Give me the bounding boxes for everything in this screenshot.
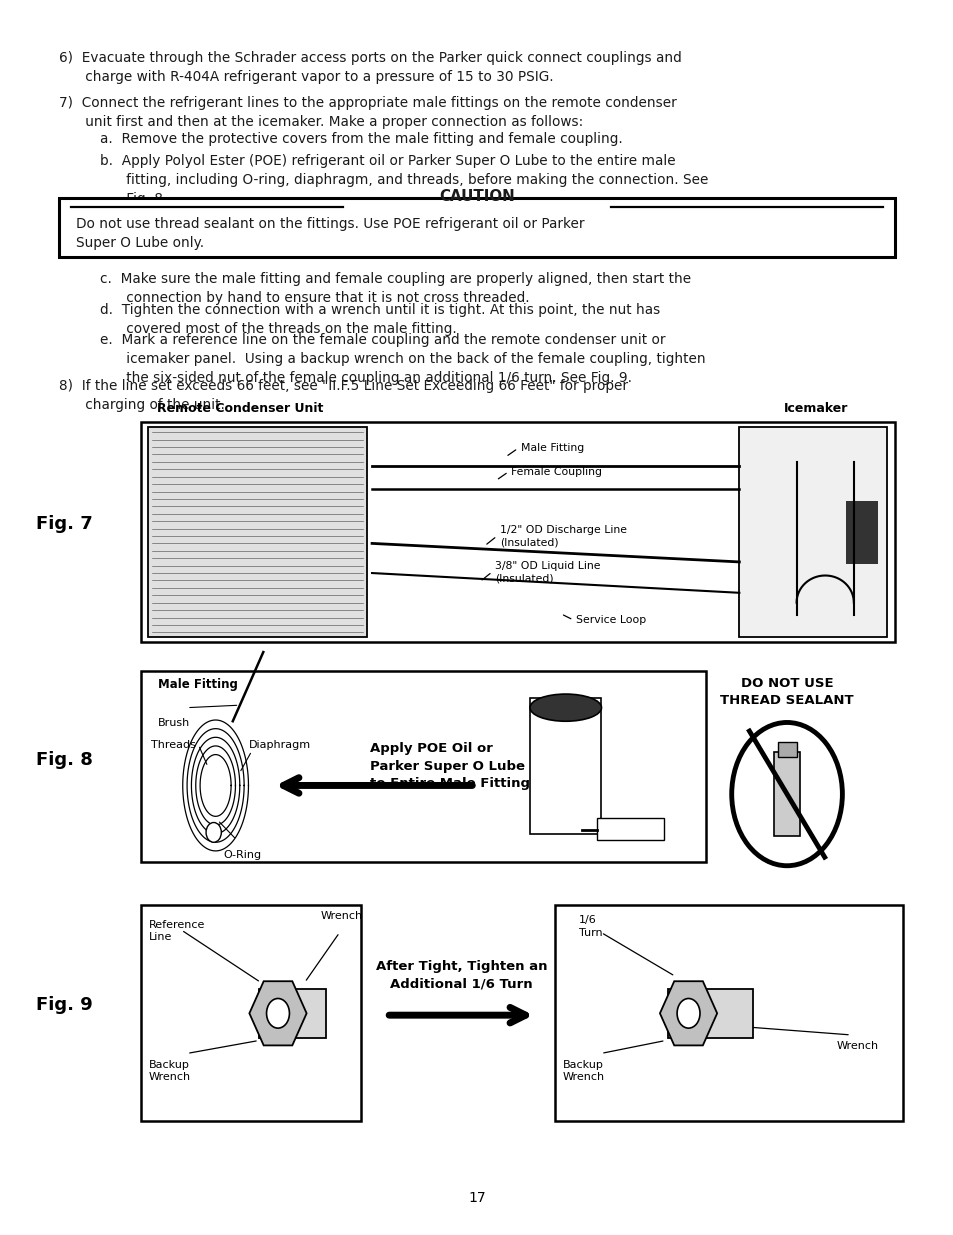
Bar <box>777 742 796 757</box>
Text: Icemaker: Icemaker <box>782 401 847 415</box>
Text: Female Coupling: Female Coupling <box>511 467 601 477</box>
Text: 1/2" OD Discharge Line
(Insulated): 1/2" OD Discharge Line (Insulated) <box>499 525 626 547</box>
Text: Backup
Wrench: Backup Wrench <box>562 1060 604 1082</box>
Text: Remote Condenser Unit: Remote Condenser Unit <box>157 401 323 415</box>
Text: O-Ring: O-Ring <box>223 850 261 860</box>
Bar <box>845 501 878 563</box>
Bar <box>773 752 800 836</box>
Circle shape <box>677 998 700 1028</box>
Text: Service Loop: Service Loop <box>576 615 646 625</box>
Circle shape <box>266 998 289 1028</box>
Bar <box>148 427 367 637</box>
Text: d.  Tighten the connection with a wrench until it is tight. At this point, the n: d. Tighten the connection with a wrench … <box>100 303 659 336</box>
Text: Do not use thread sealant on the fittings. Use POE refrigerant oil or Parker
Sup: Do not use thread sealant on the fitting… <box>76 217 584 251</box>
Text: 6)  Evacuate through the Schrader access ports on the Parker quick connect coupl: 6) Evacuate through the Schrader access … <box>59 51 681 84</box>
Text: PARKER
SUPER  O LUBE: PARKER SUPER O LUBE <box>598 824 647 834</box>
Text: Wrench: Wrench <box>320 911 362 921</box>
Bar <box>739 427 886 637</box>
Text: THREAD
SEALANT: THREAD SEALANT <box>770 779 802 789</box>
Text: 17: 17 <box>468 1191 485 1205</box>
Text: Reference
Line: Reference Line <box>149 920 205 942</box>
Text: Fig. 7: Fig. 7 <box>36 515 92 532</box>
Bar <box>667 988 753 1037</box>
Text: a.  Remove the protective covers from the male fitting and female coupling.: a. Remove the protective covers from the… <box>100 132 622 146</box>
Text: 8)  If the line set exceeds 66 feet, see "II.F.5 Line Set Exceeding 66 Feet" for: 8) If the line set exceeds 66 feet, see … <box>59 379 627 412</box>
Text: CAUTION: CAUTION <box>438 189 515 205</box>
Text: After Tight, Tighten an
Additional 1/6 Turn: After Tight, Tighten an Additional 1/6 T… <box>375 960 547 990</box>
Text: 3/8" OD Liquid Line
(Insulated): 3/8" OD Liquid Line (Insulated) <box>495 561 600 583</box>
Bar <box>529 698 600 834</box>
Bar <box>141 905 360 1121</box>
Circle shape <box>206 823 221 842</box>
Text: Male Fitting: Male Fitting <box>158 678 238 692</box>
Bar <box>555 905 902 1121</box>
Text: Diaphragm: Diaphragm <box>249 740 311 750</box>
Text: c.  Make sure the male fitting and female coupling are properly aligned, then st: c. Make sure the male fitting and female… <box>100 272 691 305</box>
Text: Brush: Brush <box>158 718 191 727</box>
Text: DO NOT USE
THREAD SEALANT: DO NOT USE THREAD SEALANT <box>720 677 853 708</box>
Text: Wrench: Wrench <box>836 1041 878 1051</box>
Text: b.  Apply Polyol Ester (POE) refrigerant oil or Parker Super O Lube to the entir: b. Apply Polyol Ester (POE) refrigerant … <box>100 154 708 206</box>
Text: Fig. 9: Fig. 9 <box>36 997 92 1014</box>
Text: Backup
Wrench: Backup Wrench <box>149 1060 191 1082</box>
Bar <box>141 671 705 862</box>
Bar <box>141 422 894 642</box>
Text: Threads: Threads <box>151 740 195 750</box>
Circle shape <box>731 722 841 866</box>
Bar <box>59 198 894 257</box>
Text: 7)  Connect the refrigerant lines to the appropriate male fittings on the remote: 7) Connect the refrigerant lines to the … <box>59 96 677 130</box>
Text: e.  Mark a reference line on the female coupling and the remote condenser unit o: e. Mark a reference line on the female c… <box>100 333 705 385</box>
Text: Male Fitting: Male Fitting <box>520 443 583 453</box>
Text: POLYOL
ESTER
(POE) OIL: POLYOL ESTER (POE) OIL <box>543 740 587 772</box>
Ellipse shape <box>529 694 600 721</box>
Bar <box>258 988 325 1037</box>
Text: Fig. 8: Fig. 8 <box>36 751 93 768</box>
Text: Apply POE Oil or
Parker Super O Lube
to Entire Male Fitting: Apply POE Oil or Parker Super O Lube to … <box>370 742 530 790</box>
Text: 1/6
Turn: 1/6 Turn <box>578 915 602 937</box>
Bar <box>597 818 663 840</box>
